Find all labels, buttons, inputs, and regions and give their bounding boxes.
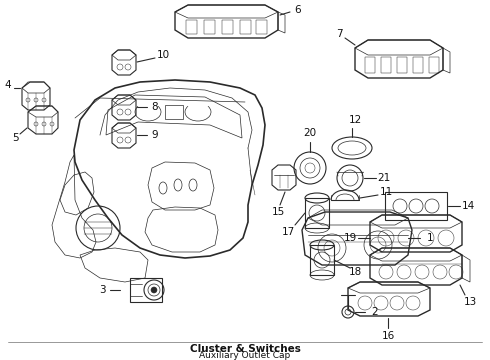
Text: 8: 8 bbox=[152, 102, 158, 112]
Bar bbox=[186, 20, 197, 34]
Text: 7: 7 bbox=[336, 29, 343, 39]
Text: 3: 3 bbox=[98, 285, 105, 295]
Bar bbox=[204, 20, 215, 34]
Text: 21: 21 bbox=[377, 173, 391, 183]
Text: 13: 13 bbox=[464, 297, 477, 307]
Text: 10: 10 bbox=[156, 50, 170, 60]
Text: 16: 16 bbox=[381, 331, 394, 341]
Bar bbox=[381, 57, 391, 73]
Text: 4: 4 bbox=[5, 80, 11, 90]
Circle shape bbox=[151, 287, 157, 293]
Text: 12: 12 bbox=[348, 115, 362, 125]
Text: 5: 5 bbox=[12, 133, 18, 143]
Bar bbox=[256, 20, 267, 34]
Bar bbox=[429, 57, 439, 73]
Bar bbox=[305, 198, 329, 228]
Text: 11: 11 bbox=[379, 187, 392, 197]
Text: 1: 1 bbox=[427, 233, 433, 243]
Text: 6: 6 bbox=[294, 5, 301, 15]
Text: 19: 19 bbox=[343, 233, 357, 243]
Text: 18: 18 bbox=[348, 267, 362, 277]
Text: 2: 2 bbox=[372, 307, 378, 317]
Text: Cluster & Switches: Cluster & Switches bbox=[190, 344, 300, 354]
Bar bbox=[222, 20, 233, 34]
Text: Auxiliary Outlet Cap: Auxiliary Outlet Cap bbox=[199, 351, 291, 360]
Bar bbox=[130, 278, 162, 302]
Text: 17: 17 bbox=[281, 227, 294, 237]
Text: 14: 14 bbox=[462, 201, 475, 211]
Bar bbox=[397, 57, 407, 73]
Text: 20: 20 bbox=[303, 128, 317, 138]
Text: 15: 15 bbox=[271, 207, 285, 217]
Bar bbox=[240, 20, 251, 34]
Text: 9: 9 bbox=[152, 130, 158, 140]
Bar bbox=[365, 57, 375, 73]
Bar bbox=[165, 105, 183, 119]
Bar bbox=[385, 192, 447, 220]
Bar bbox=[413, 57, 423, 73]
Bar bbox=[310, 245, 334, 275]
